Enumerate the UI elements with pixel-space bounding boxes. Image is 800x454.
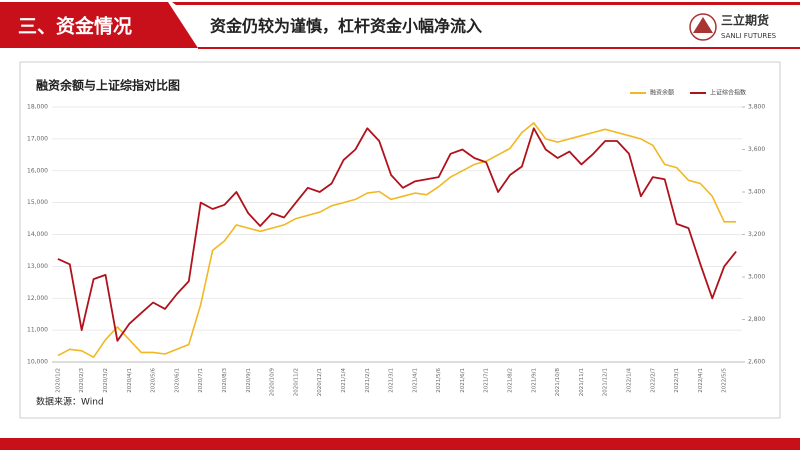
legend-label: 融资余额 bbox=[650, 89, 674, 97]
header-rule bbox=[172, 2, 800, 5]
y2-tick-label: 3,200 bbox=[748, 231, 765, 238]
x-tick-label: 2022/4/1 bbox=[698, 368, 704, 393]
x-tick-label: 2021/3/1 bbox=[389, 368, 395, 393]
y2-tick-label: 3,000 bbox=[748, 274, 765, 281]
footer-band bbox=[0, 438, 800, 450]
y-tick-label: 10,000 bbox=[27, 359, 48, 366]
source-note: 数据来源：Wind bbox=[36, 396, 104, 408]
x-tick-label: 2020/4/1 bbox=[127, 368, 133, 393]
x-tick-label: 2021/11/1 bbox=[579, 368, 585, 396]
x-tick-label: 2021/4/1 bbox=[412, 368, 418, 393]
x-tick-label: 2021/10/8 bbox=[555, 368, 561, 397]
y2-tick-label: 3,400 bbox=[748, 189, 765, 196]
x-tick-label: 2021/7/1 bbox=[484, 368, 490, 393]
y-tick-label: 16,000 bbox=[27, 167, 48, 174]
y-tick-label: 14,000 bbox=[27, 231, 48, 238]
x-tick-label: 2020/8/3 bbox=[222, 368, 228, 393]
x-tick-label: 2020/5/6 bbox=[151, 368, 157, 393]
x-tick-label: 2021/1/4 bbox=[341, 368, 347, 393]
chart-frame bbox=[19, 61, 781, 419]
x-tick-label: 2021/6/1 bbox=[460, 368, 466, 393]
logo: 三立期货 SANLI FUTURES bbox=[689, 13, 777, 41]
x-tick-label: 2020/1/2 bbox=[55, 368, 61, 393]
x-tick-label: 2022/3/1 bbox=[674, 368, 680, 393]
y-tick-label: 17,000 bbox=[27, 135, 48, 142]
x-tick-label: 2022/1/4 bbox=[626, 368, 632, 393]
headline: 资金仍较为谨慎，杠杆资金小幅净流入 bbox=[210, 17, 482, 36]
x-tick-label: 2021/9/1 bbox=[531, 368, 537, 393]
x-tick-label: 2020/9/1 bbox=[246, 368, 252, 393]
logo-mark bbox=[689, 13, 717, 41]
x-tick-label: 2020/2/3 bbox=[79, 368, 85, 393]
y-tick-label: 15,000 bbox=[27, 199, 48, 206]
plot: 10,000 11,000 12,000 13,000 14,000 15,000 16,0… bbox=[27, 89, 765, 397]
y-tick-label: 11,000 bbox=[27, 327, 48, 334]
x-tick-label: 2020/11/2 bbox=[293, 368, 299, 396]
y-tick-label: 12,000 bbox=[27, 295, 48, 302]
logo-peak bbox=[693, 17, 713, 33]
x-tick-label: 2022/5/5 bbox=[722, 368, 728, 393]
chart-title: 融资余额与上证综指对比图 bbox=[36, 78, 180, 93]
x-tick-label: 2020/7/1 bbox=[198, 368, 204, 393]
section-band bbox=[0, 2, 198, 48]
y2-tick-label: 3,600 bbox=[748, 146, 765, 153]
y2-tick-label: 2,800 bbox=[748, 316, 765, 323]
x-tick-label: 2020/3/2 bbox=[103, 368, 109, 393]
y-tick-label: 18,000 bbox=[27, 104, 48, 111]
series-line bbox=[57, 122, 737, 359]
logo-cn: 三立期货 bbox=[721, 13, 769, 28]
x-tick-label: 2020/12/1 bbox=[317, 368, 323, 396]
section-title: 三、资金情况 bbox=[18, 15, 132, 38]
x-tick-label: 2021/2/1 bbox=[365, 368, 371, 393]
y2-tick-label: 2,600 bbox=[748, 359, 765, 366]
logo-en: SANLI FUTURES bbox=[721, 32, 777, 40]
y2-tick-label: 3,800 bbox=[748, 104, 765, 111]
y-tick-label: 13,000 bbox=[27, 263, 48, 270]
x-tick-label: 2021/12/1 bbox=[603, 368, 609, 396]
legend-label: 上证综合指数 bbox=[710, 89, 746, 97]
x-tick-label: 2021/8/2 bbox=[508, 368, 514, 393]
series-line bbox=[57, 127, 737, 342]
x-tick-label: 2020/6/1 bbox=[174, 368, 180, 393]
x-tick-label: 2020/10/9 bbox=[270, 368, 276, 397]
x-tick-label: 2021/5/6 bbox=[436, 368, 442, 393]
x-tick-label: 2022/2/7 bbox=[650, 368, 656, 393]
